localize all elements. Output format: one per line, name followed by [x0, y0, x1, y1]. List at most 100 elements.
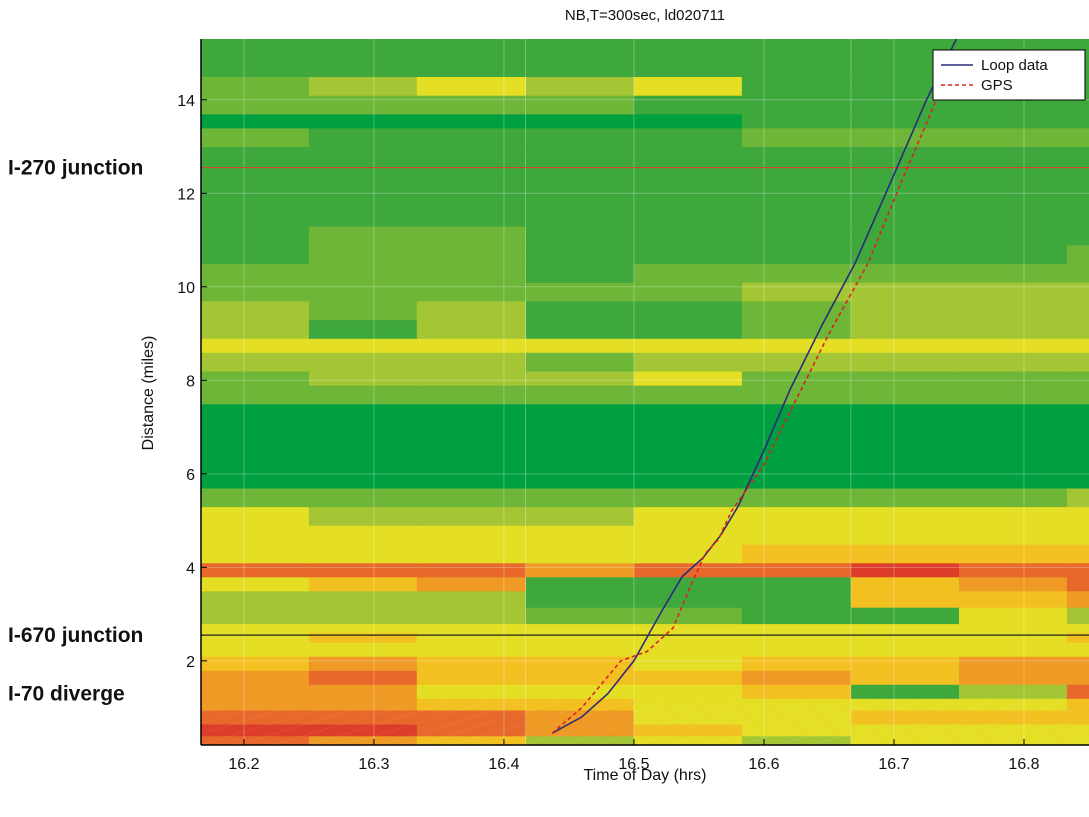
heatmap-cell	[1066, 642, 1089, 657]
texture-line	[956, 704, 1089, 745]
heatmap-cell	[201, 95, 310, 115]
heatmap-cell	[308, 319, 418, 339]
heatmap-cell	[201, 165, 310, 227]
heatmap-cell	[741, 670, 851, 685]
reference-label: I-670 junction	[8, 624, 143, 647]
heatmap-cell	[1066, 371, 1089, 386]
heatmap-cell	[526, 39, 635, 77]
heatmap-cells	[201, 39, 1089, 745]
heatmap-cell	[526, 506, 635, 526]
heatmap-cell	[741, 735, 851, 745]
legend-entry: GPS	[981, 77, 1013, 94]
heatmap-cell	[741, 632, 851, 643]
heatmap-cell	[633, 282, 743, 302]
heatmap-cell	[201, 607, 310, 625]
heatmap-cell	[959, 632, 1068, 643]
heatmap-cell	[959, 544, 1068, 564]
heatmap-cell	[1066, 623, 1089, 634]
heatmap-cell	[741, 282, 851, 302]
texture-line	[812, 702, 954, 745]
texture-line	[201, 702, 342, 745]
heatmap-cell	[526, 525, 635, 545]
heatmap-cell	[416, 525, 526, 545]
heatmap-cell	[959, 385, 1068, 405]
texture-line	[704, 702, 846, 745]
heatmap-cell	[741, 338, 851, 353]
texture-line	[776, 702, 918, 745]
heatmap-cell	[308, 724, 418, 737]
texture-line	[632, 702, 774, 745]
texture-line	[0, 703, 53, 745]
heatmap-cell	[201, 576, 310, 592]
heatmap-cell	[959, 590, 1068, 608]
heatmap-cell	[1066, 487, 1089, 508]
heatmap-cell	[959, 146, 1068, 166]
heatmap-cell	[201, 338, 310, 353]
heatmap-cell	[959, 113, 1068, 129]
heatmap-cell	[308, 656, 418, 671]
y-tick-label: 12	[177, 186, 195, 203]
heatmap-cell	[633, 95, 743, 115]
heatmap-cell	[201, 244, 310, 264]
texture-line	[668, 702, 810, 745]
heatmap-cell	[851, 709, 960, 725]
heatmap-cell	[1066, 263, 1089, 283]
heatmap-cell	[633, 113, 743, 129]
heatmap-cell	[851, 656, 960, 671]
reference-label: I-70 diverge	[8, 683, 125, 706]
heatmap-cell	[201, 642, 310, 657]
heatmap-cell	[851, 487, 960, 508]
heatmap-cell	[633, 724, 743, 737]
texture-line	[344, 702, 486, 745]
heatmap-cell	[201, 724, 310, 737]
heatmap-cell	[416, 95, 526, 115]
heatmap-cell	[959, 338, 1068, 353]
heatmap-cell	[959, 371, 1068, 386]
heatmap-cell	[851, 670, 960, 685]
heatmap-cell	[308, 632, 418, 643]
heatmap-cell	[526, 487, 635, 508]
texture-line	[1064, 737, 1089, 745]
heatmap-cell	[959, 319, 1068, 339]
heatmap-cell	[633, 632, 743, 643]
heatmap-cell	[633, 623, 743, 634]
heatmap-cell	[851, 684, 960, 699]
heatmap-cell	[741, 590, 851, 608]
heatmap-cell	[959, 352, 1068, 372]
heatmap-cell	[526, 562, 635, 578]
heatmap-cell	[1066, 300, 1089, 321]
heatmap-cell	[1066, 506, 1089, 526]
heatmap-cell	[959, 642, 1068, 657]
heatmap-cell	[416, 146, 526, 166]
heatmap-cell	[633, 607, 743, 625]
y-axis-label: Distance (miles)	[140, 336, 157, 451]
texture-line	[272, 702, 414, 745]
heatmap-cell	[308, 263, 418, 283]
heatmap-cell	[416, 656, 526, 671]
texture-line	[848, 702, 990, 745]
heatmap-cell	[308, 590, 418, 608]
heatmap-cell	[741, 487, 851, 508]
heatmap-cell	[633, 590, 743, 608]
heatmap-cell	[308, 244, 418, 264]
heatmap-cell	[633, 146, 743, 166]
heatmap-cell	[1066, 403, 1089, 489]
heatmap-cell	[416, 709, 526, 725]
heatmap-cell	[308, 735, 418, 745]
heatmap-cell	[308, 525, 418, 545]
heatmap-cell	[741, 506, 851, 526]
heatmap-cell	[959, 684, 1068, 699]
heatmap-cell	[526, 300, 635, 321]
heatmap-cell	[959, 506, 1068, 526]
heatmap-cell	[741, 113, 851, 129]
x-axis-label: Time of Day (hrs)	[584, 767, 707, 784]
heatmap-cell	[633, 338, 743, 353]
heatmap-cell	[526, 165, 635, 227]
heatmap-cell	[416, 506, 526, 526]
heatmap-cell	[741, 724, 851, 737]
heatmap-cell	[526, 724, 635, 737]
heatmap-cell	[851, 165, 960, 227]
heatmap-cell	[308, 282, 418, 302]
texture-line	[201, 702, 306, 735]
heatmap-cell	[851, 244, 960, 264]
